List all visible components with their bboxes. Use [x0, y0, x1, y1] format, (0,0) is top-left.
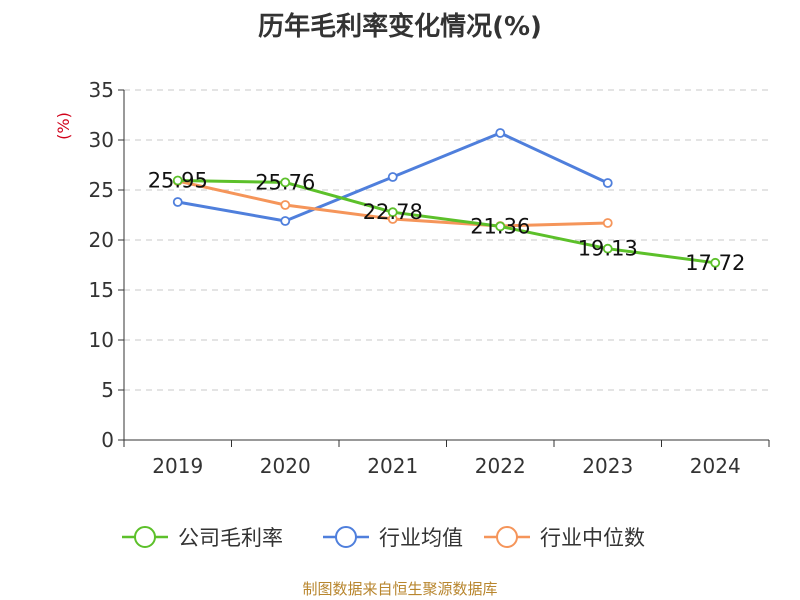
- data-label-0: 25.95: [148, 169, 208, 193]
- x-tick-label: 2020: [260, 454, 311, 478]
- legend-label-2[interactable]: 行业中位数: [540, 526, 645, 550]
- legend: 公司毛利率 行业均值 行业中位数: [122, 526, 645, 550]
- data-point-0-0[interactable]: [172, 175, 183, 186]
- data-label-1: 25.76: [255, 170, 315, 194]
- x-tick-label: 2019: [152, 454, 203, 478]
- legend-label-1[interactable]: 行业均值: [379, 526, 463, 550]
- legend-marker-2[interactable]: [496, 526, 518, 548]
- data-point-0-5[interactable]: [710, 257, 721, 268]
- y-tick-label: 20: [89, 228, 114, 252]
- y-axis-label: (%): [54, 112, 73, 140]
- legend-marker-0[interactable]: [134, 526, 156, 548]
- data-labels: 25.95 25.76 22.78 21.36 19.13 17.72: [148, 169, 746, 275]
- y-tick-label: 35: [89, 78, 114, 102]
- data-point-2-4[interactable]: [602, 218, 613, 228]
- series-lines: [172, 128, 721, 268]
- data-point-1-2[interactable]: [387, 172, 398, 182]
- data-point-0-1[interactable]: [280, 177, 291, 188]
- data-point-0-4[interactable]: [602, 243, 613, 254]
- data-point-1-4[interactable]: [602, 178, 613, 188]
- data-point-1-3[interactable]: [495, 128, 506, 138]
- x-tick-label: 2023: [582, 454, 633, 478]
- data-label-3: 21.36: [470, 214, 530, 238]
- data-label-4: 19.13: [578, 237, 638, 261]
- data-point-2-1[interactable]: [280, 200, 291, 210]
- axes: [123, 90, 769, 441]
- y-tick-label: 0: [101, 428, 114, 452]
- x-tick-label: 2022: [475, 454, 526, 478]
- y-tick-label: 5: [101, 378, 114, 402]
- data-label-2: 22.78: [363, 200, 423, 224]
- y-tick-label: 30: [89, 128, 114, 152]
- x-tick-label: 2024: [690, 454, 741, 478]
- chart-title: 历年毛利率变化情况(%): [258, 12, 542, 42]
- data-label-5: 17.72: [685, 251, 745, 275]
- y-tick-label: 10: [89, 328, 114, 352]
- x-axis-ticks: 2019 2020 2021 2022 2023 2024: [123, 440, 770, 478]
- data-point-1-1[interactable]: [280, 216, 291, 226]
- series-line-0: [177, 179, 716, 265]
- legend-label-0[interactable]: 公司毛利率: [178, 526, 283, 550]
- x-tick-label: 2021: [367, 454, 418, 478]
- y-tick-label: 25: [89, 178, 114, 202]
- data-point-1-0[interactable]: [172, 197, 183, 207]
- y-axis-ticks: 0 5 10 15 20 25 30 35: [89, 78, 124, 452]
- gridlines: [124, 89, 769, 391]
- legend-marker-1[interactable]: [335, 526, 357, 548]
- source-footer: 制图数据来自恒生聚源数据库: [302, 580, 498, 598]
- y-tick-label: 15: [89, 278, 114, 302]
- data-point-0-3[interactable]: [495, 221, 506, 232]
- data-point-0-2[interactable]: [387, 207, 398, 218]
